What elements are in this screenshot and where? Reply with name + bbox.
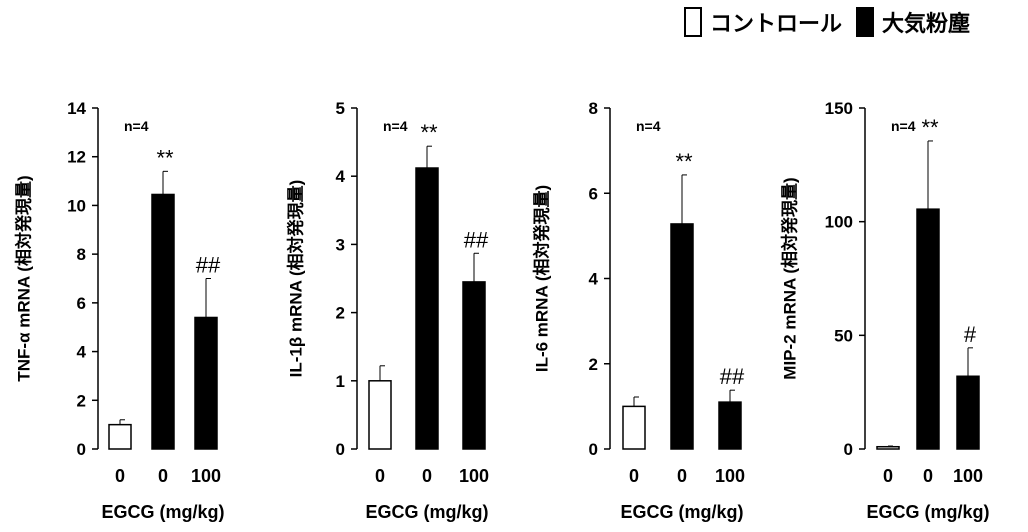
x-tick-label: 0: [422, 466, 432, 486]
y-tick-label: 2: [77, 391, 86, 410]
x-tick-label: 0: [629, 466, 639, 486]
bar: [462, 281, 486, 450]
x-axis-label: EGCG (mg/kg): [866, 502, 989, 522]
bar: [151, 193, 175, 450]
legend-label-exposed: 大気粉塵: [882, 12, 971, 37]
sample-size-note: n=4: [124, 118, 149, 134]
y-tick-label: 6: [77, 294, 86, 313]
y-tick-label: 0: [844, 440, 853, 459]
significance-mark: #: [964, 322, 977, 347]
legend-label-control: コントロール: [710, 12, 843, 37]
legend: コントロール 大気粉塵: [684, 4, 984, 40]
bar: [368, 380, 392, 450]
y-tick-label: 4: [589, 270, 599, 289]
bar: [956, 375, 980, 450]
y-tick-label: 3: [336, 235, 345, 254]
y-tick-label: 2: [336, 304, 345, 323]
x-tick-label: 0: [158, 466, 168, 486]
bar: [622, 405, 646, 450]
x-tick-label: 100: [953, 466, 983, 486]
x-axis-label: EGCG (mg/kg): [620, 502, 743, 522]
y-tick-label: 4: [77, 343, 87, 362]
significance-mark: **: [675, 149, 693, 174]
x-tick-label: 0: [375, 466, 385, 486]
sample-size-note: n=4: [891, 118, 916, 134]
y-axis-label: IL-1β mRNA (相対発現量): [286, 180, 306, 378]
x-tick-label: 100: [715, 466, 745, 486]
y-tick-label: 5: [336, 99, 345, 118]
legend-item-exposed: 大気粉塵: [856, 6, 970, 38]
bar: [718, 401, 742, 450]
x-tick-label: 0: [677, 466, 687, 486]
sample-size-note: n=4: [636, 118, 661, 134]
bar: [194, 316, 218, 450]
significance-mark: ##: [464, 227, 489, 252]
bar: [916, 208, 940, 450]
y-tick-label: 8: [589, 99, 598, 118]
y-tick-label: 10: [67, 196, 86, 215]
y-axis-label: TNF-α mRNA (相対発現量): [14, 175, 34, 381]
x-axis-label: EGCG (mg/kg): [101, 502, 224, 522]
sample-size-note: n=4: [383, 118, 408, 134]
x-tick-label: 0: [115, 466, 125, 486]
significance-mark: **: [420, 120, 438, 145]
legend-item-control: コントロール: [684, 6, 842, 38]
y-axis-label: MIP-2 mRNA (相対発現量): [780, 177, 800, 379]
y-tick-label: 14: [67, 99, 86, 118]
y-tick-label: 2: [589, 355, 598, 374]
legend-swatch-exposed: [856, 7, 875, 37]
bar: [670, 223, 694, 450]
y-tick-label: 150: [825, 99, 853, 118]
significance-mark: **: [156, 145, 174, 170]
y-tick-label: 0: [589, 440, 598, 459]
bar: [108, 423, 132, 450]
x-tick-label: 100: [459, 466, 489, 486]
y-tick-label: 50: [834, 326, 853, 345]
y-tick-label: 1: [336, 372, 345, 391]
y-tick-label: 0: [77, 440, 86, 459]
bar: [415, 167, 439, 450]
y-axis-label: IL-6 mRNA (相対発現量): [532, 185, 552, 372]
significance-mark: ##: [196, 253, 221, 278]
y-tick-label: 8: [77, 245, 86, 264]
y-tick-label: 12: [67, 148, 86, 167]
significance-mark: **: [921, 115, 939, 140]
y-tick-label: 4: [336, 167, 346, 186]
y-tick-label: 0: [336, 440, 345, 459]
bar: [876, 445, 900, 450]
x-axis-label: EGCG (mg/kg): [365, 502, 488, 522]
x-tick-label: 100: [191, 466, 221, 486]
significance-mark: ##: [720, 364, 745, 389]
x-tick-label: 0: [883, 466, 893, 486]
y-tick-label: 6: [589, 184, 598, 203]
legend-swatch-control: [684, 7, 702, 37]
y-tick-label: 100: [825, 213, 853, 232]
x-tick-label: 0: [923, 466, 933, 486]
